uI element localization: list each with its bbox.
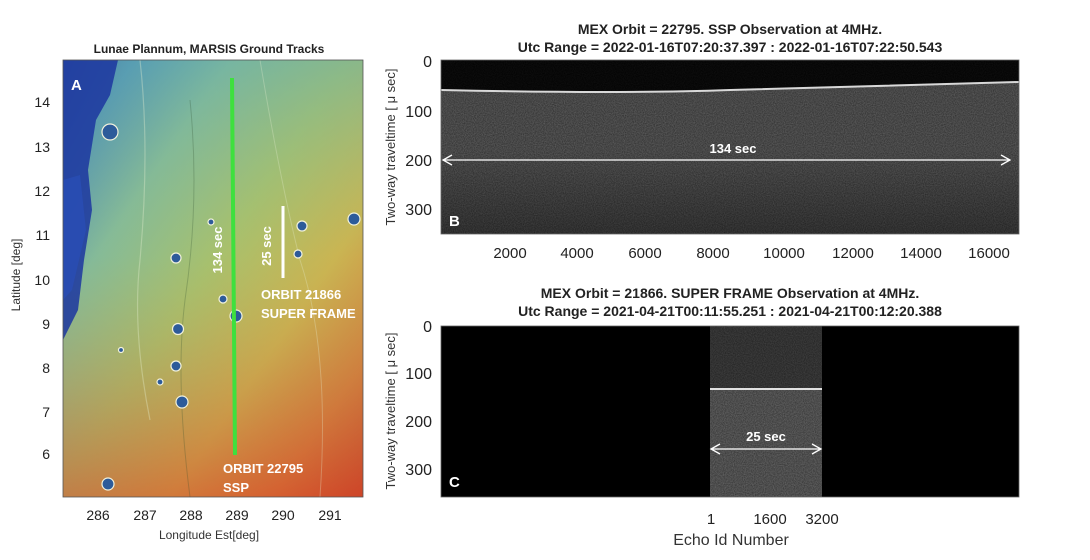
radargram-b-panel-label: B [449,213,460,230]
radargram-b-x-tick: 10000 [763,245,805,262]
map-y-tick: 14 [34,94,50,110]
radargram-c-x-tick: 3200 [805,511,838,528]
radargram-c-panel: MEX Orbit = 21866. SUPER FRAME Observati… [383,285,1020,549]
radargram-b-y-axis-label: Two-way traveltime [ μ sec] [383,68,398,225]
radargram-b-x-tick: 14000 [900,245,942,262]
map-x-tick: 290 [271,507,295,523]
map-panel-label: A [71,77,82,94]
map-y-tick: 10 [34,272,50,288]
orbit-ssp-label-2: SSP [223,480,249,495]
superframe-data-window [710,326,822,497]
orbit-superframe-label-1: ORBIT 21866 [261,287,341,302]
map-x-ticks: 286 287 288 289 290 291 [86,507,342,523]
radargram-b-x-tick: 6000 [628,245,661,262]
radargram-c-y-tick: 100 [405,366,432,383]
radargram-c-title-2: Utc Range = 2021-04-21T00:11:55.251 : 20… [518,303,942,319]
radargram-b-x-tick: 4000 [560,245,593,262]
map-image [63,60,363,497]
radargram-b-y-tick: 200 [405,153,432,170]
radargram-b-y-tick: 300 [405,202,432,219]
radargram-b-x-ticks: 2000 4000 6000 8000 10000 12000 14000 16… [493,245,1010,262]
map-x-tick: 288 [179,507,203,523]
map-y-tick: 8 [42,360,50,376]
radargram-c-y-tick: 300 [405,462,432,479]
map-y-axis-label: Latitude [deg] [9,239,23,312]
duration-label-c: 25 sec [746,429,786,444]
map-x-tick: 291 [318,507,342,523]
radargram-b-x-tick: 12000 [832,245,874,262]
map-y-tick: 7 [42,404,50,420]
label-25-sec: 25 sec [259,226,274,266]
radargram-b-x-tick: 8000 [696,245,729,262]
map-x-tick: 289 [225,507,249,523]
map-craters [101,123,361,491]
orbit-superframe-label-2: SUPER FRAME [261,306,356,321]
radargram-b-panel: MEX Orbit = 22795. SSP Observation at 4M… [383,21,1020,262]
label-134-sec: 134 sec [210,227,225,274]
map-title: Lunae Plannum, MARSIS Ground Tracks [94,42,325,56]
radargram-b-x-tick: 2000 [493,245,526,262]
map-x-tick: 286 [86,507,110,523]
ssp-ground-track [230,77,237,456]
map-y-ticks: 14 13 12 11 10 9 8 7 6 [34,94,50,462]
map-panel: Lunae Plannum, MARSIS Ground Tracks [9,42,364,542]
radargram-c-y-tick: 0 [423,319,432,336]
radargram-b-x-tick: 16000 [968,245,1010,262]
duration-arrow-b [441,154,1012,166]
surface-echo-b [441,81,1019,93]
radargram-c-y-axis-label: Two-way traveltime [ μ sec] [383,332,398,489]
radargram-c-y-ticks: 0 100 200 300 [405,319,432,479]
radargram-c-x-tick: 1600 [753,511,786,528]
map-y-tick: 9 [42,316,50,332]
radargram-b-y-ticks: 0 100 200 300 [405,54,432,219]
map-y-tick: 12 [34,183,50,199]
radargram-c-panel-label: C [449,474,460,491]
radargram-c-y-tick: 200 [405,414,432,431]
radargram-c-x-ticks: 1 1600 3200 [707,511,839,528]
map-y-tick: 11 [35,227,50,243]
orbit-ssp-label-1: ORBIT 22795 [223,461,303,476]
radargram-b-y-tick: 100 [405,104,432,121]
map-x-axis-label: Longitude Est[deg] [159,528,259,542]
map-x-tick: 287 [133,507,157,523]
radargram-b-y-tick: 0 [423,54,432,71]
radargram-b-title-2: Utc Range = 2022-01-16T07:20:37.397 : 20… [518,39,943,55]
radargram-c-x-tick: 1 [707,511,715,528]
radargram-c-title-1: MEX Orbit = 21866. SUPER FRAME Observati… [541,285,920,301]
map-y-tick: 6 [42,446,50,462]
map-y-tick: 13 [34,139,50,155]
radargram-c-x-axis-label: Echo Id Number [673,532,789,549]
duration-arrow-c [709,443,823,455]
radargram-b-image [441,60,1019,234]
duration-label-b: 134 sec [710,141,757,156]
radargram-b-title-1: MEX Orbit = 22795. SSP Observation at 4M… [578,21,882,37]
